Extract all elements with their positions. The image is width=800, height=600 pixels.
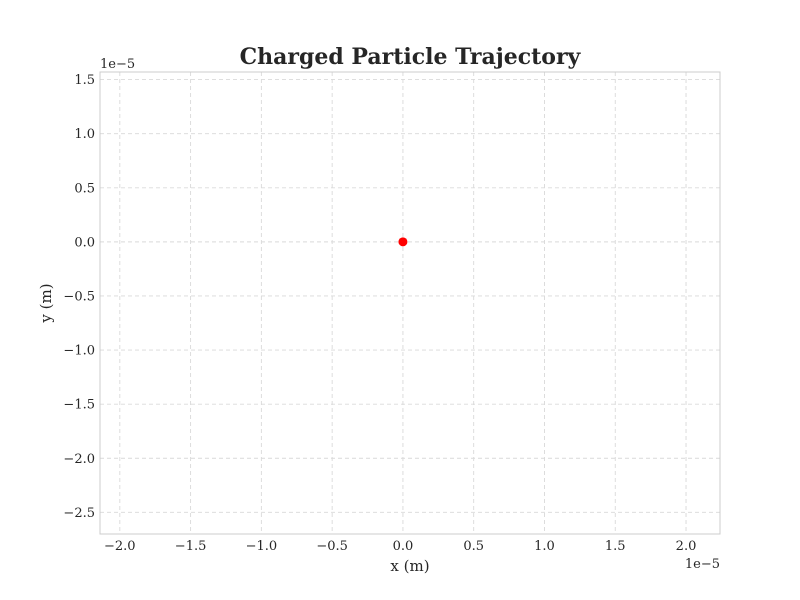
x-tick-label: −0.5 bbox=[316, 539, 348, 554]
y-tick-label: 1.0 bbox=[74, 127, 95, 142]
y-tick-label: −2.0 bbox=[63, 452, 95, 467]
x-tick-label: 1.5 bbox=[605, 539, 626, 554]
x-tick-label: 2.0 bbox=[676, 539, 697, 554]
y-tick-label: 0.0 bbox=[74, 235, 95, 250]
y-tick-label: −1.0 bbox=[63, 344, 95, 359]
x-tick-label: 1.0 bbox=[534, 539, 555, 554]
data-points bbox=[398, 237, 408, 247]
plot-frame bbox=[99, 71, 721, 535]
y-tick-label: −2.5 bbox=[63, 506, 95, 521]
y-tick-label: −0.5 bbox=[63, 289, 95, 304]
y-tick-label: −1.5 bbox=[63, 398, 95, 413]
x-tick-label: 0.0 bbox=[393, 539, 414, 554]
x-axis-label: x (m) bbox=[390, 557, 429, 575]
y-axis-label: y (m) bbox=[37, 283, 55, 323]
x-axis-offset-label: 1e−5 bbox=[685, 557, 720, 572]
chart-title: Charged Particle Trajectory bbox=[240, 44, 582, 70]
y-tick-label: 1.5 bbox=[74, 73, 95, 88]
x-tick-label: −1.0 bbox=[246, 539, 278, 554]
y-axis-offset-label: 1e−5 bbox=[100, 57, 135, 72]
y-tick-label: 0.5 bbox=[74, 181, 95, 196]
particle-point bbox=[398, 237, 408, 247]
x-tick-label: −2.0 bbox=[104, 539, 136, 554]
x-tick-label: 0.5 bbox=[463, 539, 484, 554]
grid bbox=[100, 72, 720, 534]
x-tick-label: −1.5 bbox=[175, 539, 207, 554]
tick-labels: −2.0 −1.5 −1.0 −0.5 0.0 0.5 1.0 1.5 2.0 1.5 1.0 0.5… bbox=[63, 73, 696, 554]
